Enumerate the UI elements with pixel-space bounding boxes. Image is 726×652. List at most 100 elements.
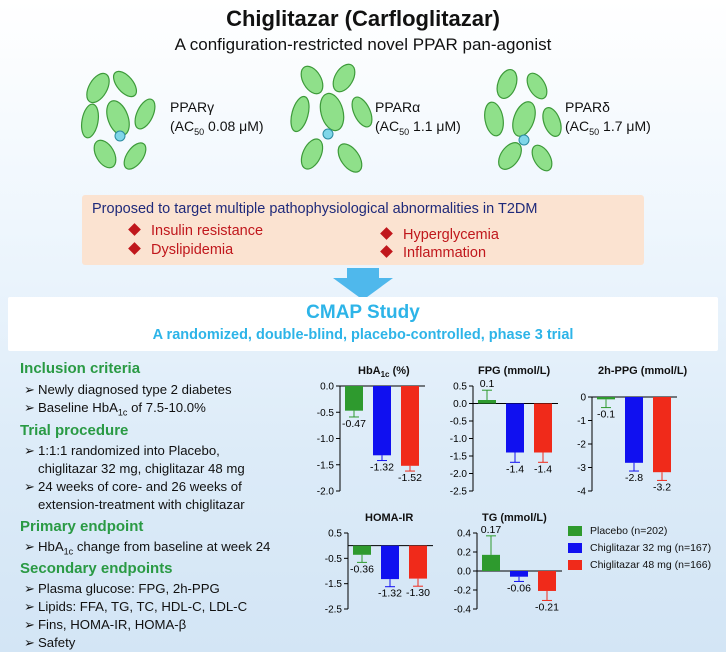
bar-chiglitazar-32: [506, 403, 524, 453]
bullet-item: ➢ Newly diagnosed type 2 diabetes: [24, 382, 232, 397]
bar-placebo: [345, 386, 363, 411]
target-abnormalities-box: Proposed to target multiple pathophysiol…: [82, 195, 644, 265]
data-label: -0.36: [350, 563, 374, 575]
data-label: -1.4: [506, 463, 524, 475]
data-label: -3.2: [653, 481, 671, 493]
target-item-insulin-resistance: Insulin resistance: [128, 223, 263, 239]
chart-title-homa-ir: HOMA-IR: [365, 512, 414, 524]
legend-swatch: [568, 542, 582, 553]
y-tick-label: -1: [577, 416, 586, 427]
legend-item-chiglitazar-32: Chiglitazar 32 mg (n=167): [568, 539, 711, 556]
chart-title-fpg: FPG (mmol/L): [478, 365, 551, 377]
data-label: -0.06: [507, 582, 531, 594]
bar-chiglitazar-32: [381, 545, 399, 580]
y-tick-label: -1.0: [317, 434, 335, 445]
bullet-item: ➢ Safety: [24, 635, 76, 650]
y-tick-label: -3: [577, 463, 586, 474]
bar-chiglitazar-48: [538, 571, 556, 591]
y-tick-label: 0.0: [453, 399, 467, 410]
y-tick-label: -1.0: [450, 434, 468, 445]
y-tick-label: -1.5: [450, 452, 468, 463]
y-tick-label: -2.0: [317, 487, 335, 498]
ppar-delta-label: PPARδ (AC50 1.7 μM): [565, 99, 651, 137]
chart-title-hba1c: HbA1c (%): [358, 365, 410, 380]
chart-title-2h-ppg: 2h-PPG (mmol/L): [598, 365, 688, 377]
y-tick-label: 0.4: [457, 529, 471, 540]
legend-swatch: [568, 525, 582, 536]
y-tick-label: 0.2: [457, 548, 471, 559]
bullet-item: ➢ 1:1:1 randomized into Placebo,: [24, 443, 220, 458]
bullet-item: ➢ Plasma glucose: FPG, 2h-PPG: [24, 581, 220, 596]
target-title: Proposed to target multiple pathophysiol…: [92, 201, 538, 217]
section-heading-trial-procedure: Trial procedure: [20, 422, 129, 439]
ppar-alpha-structure-image: [290, 63, 373, 173]
target-item-hyperglycemia: Hyperglycemia: [380, 227, 499, 243]
bullet-item: ➢ HbA1c change from baseline at week 24: [24, 539, 271, 557]
section-heading-inclusion: Inclusion criteria: [20, 360, 141, 377]
bullet-item: ➢ 24 weeks of core- and 26 weeks of: [24, 479, 242, 494]
bullet-continuation: extension-treatment with chiglitazar: [38, 497, 245, 512]
y-tick-label: -0.2: [454, 586, 472, 597]
section-heading-primary-endpoint: Primary endpoint: [20, 518, 144, 535]
y-tick-label: -1.5: [317, 460, 335, 471]
bar-chiglitazar-32: [373, 386, 391, 456]
data-label: -1.32: [370, 462, 394, 474]
ppar-gamma-label: PPARγ (AC50 0.08 μM): [170, 99, 264, 137]
bar-placebo: [482, 554, 500, 571]
y-tick-label: -0.5: [317, 408, 335, 419]
y-tick-label: -2: [577, 440, 586, 451]
bar-chiglitazar-48: [409, 545, 427, 579]
bar-chiglitazar-32: [510, 571, 528, 577]
y-tick-label: 0.0: [457, 567, 471, 578]
data-label: -1.32: [378, 588, 402, 600]
data-label: -0.1: [597, 409, 615, 421]
chart-title-tg: TG (mmol/L): [482, 512, 547, 524]
y-tick-label: -0.5: [450, 417, 468, 428]
bar-placebo: [353, 545, 371, 555]
target-item-inflammation: Inflammation: [380, 245, 486, 261]
legend-item-chiglitazar-48: Chiglitazar 48 mg (n=166): [568, 556, 711, 573]
bar-placebo: [478, 400, 496, 404]
study-banner: CMAP Study A randomized, double-blind, p…: [8, 297, 718, 351]
y-tick-label: 0: [580, 393, 586, 404]
study-title: CMAP Study: [306, 302, 420, 323]
section-heading-secondary-endpoints: Secondary endpoints: [20, 560, 173, 577]
legend-item-placebo: Placebo (n=202): [568, 522, 711, 539]
bullet-item: ➢ Baseline HbA1c of 7.5-10.0%: [24, 400, 206, 418]
bullet-continuation: chiglitazar 32 mg, chiglitazar 48 mg: [38, 461, 245, 476]
study-subtitle: A randomized, double-blind, placebo-cont…: [152, 327, 574, 343]
down-arrow-icon: [333, 268, 393, 300]
data-label: -1.52: [398, 472, 422, 484]
y-tick-label: -4: [577, 487, 586, 498]
chart-legend: Placebo (n=202) Chiglitazar 32 mg (n=167…: [568, 522, 711, 573]
y-tick-label: -2.5: [325, 605, 343, 616]
bar-chiglitazar-48: [653, 397, 671, 473]
ppar-gamma-structure-image: [80, 70, 156, 170]
page-title: Chiglitazar (Carfloglitazar): [226, 6, 500, 31]
y-tick-label: 0.0: [320, 382, 334, 393]
legend-swatch: [568, 559, 582, 570]
page-subtitle: A configuration-restricted novel PPAR pa…: [174, 35, 552, 54]
data-label: -0.21: [535, 601, 559, 613]
data-label: 0.17: [481, 524, 502, 536]
y-tick-label: 0.5: [328, 529, 342, 540]
data-label: -1.4: [534, 463, 552, 475]
data-label: 0.1: [480, 378, 495, 390]
y-tick-label: -2.5: [450, 487, 468, 498]
bullet-item: ➢ Fins, HOMA-IR, HOMA-β: [24, 617, 187, 632]
bar-chiglitazar-48: [534, 403, 552, 453]
target-item-dyslipidemia: Dyslipidemia: [128, 242, 233, 258]
bar-chiglitazar-32: [625, 397, 643, 463]
data-label: -0.47: [342, 418, 366, 430]
y-tick-label: 0.5: [453, 382, 467, 393]
ppar-alpha-label: PPARα (AC50 1.1 μM): [375, 99, 461, 137]
y-tick-label: -0.5: [325, 554, 343, 565]
bullet-item: ➢ Lipids: FFA, TG, TC, HDL-C, LDL-C: [24, 599, 248, 614]
data-label: -1.30: [406, 587, 430, 599]
bar-placebo: [597, 397, 615, 400]
y-tick-label: -0.4: [454, 605, 472, 616]
bar-chiglitazar-48: [401, 386, 419, 466]
ppar-delta-structure-image: [484, 68, 562, 172]
data-label: -2.8: [625, 472, 643, 484]
